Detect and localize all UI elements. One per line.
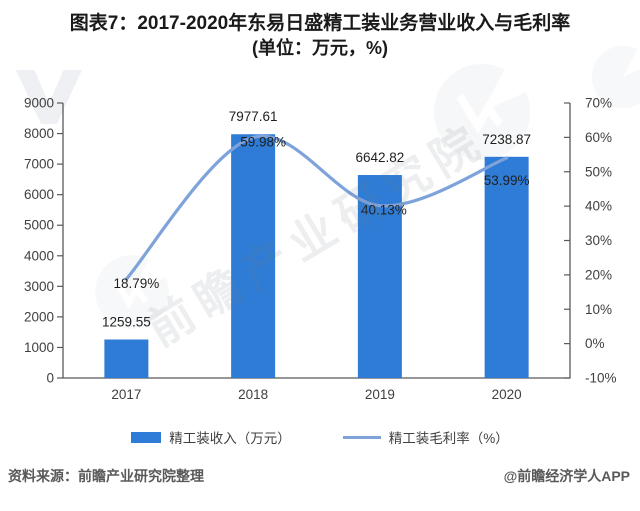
- right-axis-tick-label: 60%: [585, 130, 612, 145]
- margin-line: [124, 134, 509, 281]
- x-axis-label: 2017: [111, 387, 141, 402]
- margin-value-label: 53.99%: [484, 173, 530, 188]
- bar-value-label: 7238.87: [482, 132, 531, 147]
- right-axis-tick-label: 10%: [585, 302, 612, 317]
- right-axis-tick-label: 70%: [585, 96, 612, 111]
- bar-2019: [357, 175, 402, 378]
- x-axis-label: 2020: [492, 387, 522, 402]
- line-swatch-icon: [342, 435, 381, 439]
- right-axis-tick-label: 20%: [585, 267, 612, 282]
- right-axis-tick-label: 40%: [585, 199, 612, 214]
- right-axis-tick-label: 30%: [585, 233, 612, 248]
- left-axis-tick-label: 3000: [24, 279, 54, 294]
- left-axis-tick-label: 8000: [24, 126, 54, 141]
- chart-title: 图表7：2017-2020年东易日盛精工装业务营业收入与毛利率 (单位：万元，%…: [0, 12, 640, 60]
- left-axis-tick-label: 5000: [24, 218, 54, 233]
- x-axis-label: 2019: [365, 387, 395, 402]
- left-axis-tick-label: 6000: [24, 187, 54, 202]
- margin-value-label: 18.79%: [113, 276, 159, 291]
- bar-value-label: 1259.55: [102, 315, 151, 330]
- legend-margin-label: 精工装毛利率（%）: [388, 431, 509, 446]
- chart-legend: 精工装收入（万元） 精工装毛利率（%）: [0, 427, 640, 447]
- left-axis-tick-label: 0: [46, 371, 54, 386]
- bar-value-label: 6642.82: [355, 150, 404, 165]
- right-axis-tick-label: 50%: [585, 164, 612, 179]
- left-axis-tick-label: 4000: [24, 248, 54, 263]
- bar-2020: [484, 156, 529, 378]
- source-text: 资料来源：前瞻产业研究院整理: [8, 468, 204, 484]
- left-axis-tick-label: 7000: [24, 157, 54, 172]
- right-axis-tick-label: 0%: [585, 336, 605, 351]
- bar-swatch-icon: [131, 431, 162, 443]
- right-axis-tick-label: -10%: [585, 371, 617, 386]
- left-axis-tick-label: 2000: [24, 309, 54, 324]
- left-axis-tick-label: 9000: [24, 96, 54, 111]
- margin-value-label: 40.13%: [361, 203, 407, 218]
- legend-item-margin: 精工装毛利率（%）: [342, 427, 509, 447]
- chart-title-units: (单位：万元，%): [252, 37, 388, 58]
- margin-value-label: 59.98%: [240, 134, 286, 149]
- bar-value-label: 7977.61: [229, 109, 278, 124]
- chart-plot: 0 1000 2000 3000 4000 5000 6000 7000 8000 9000 -10…: [24, 96, 617, 403]
- legend-revenue-label: 精工装收入（万元）: [169, 431, 291, 446]
- credit-text: @前瞻经济学人APP: [503, 468, 630, 484]
- x-axis-label: 2018: [238, 387, 268, 402]
- chart-title-line1: 图表7：2017-2020年东易日盛精工装业务营业收入与毛利率: [69, 13, 571, 34]
- bar-2017: [104, 339, 149, 378]
- chart-footer: 资料来源：前瞻产业研究院整理 @前瞻经济学人APP: [0, 466, 640, 486]
- bar-2018: [231, 134, 276, 378]
- legend-item-revenue: 精工装收入（万元）: [131, 427, 291, 447]
- left-axis-tick-label: 1000: [24, 340, 54, 355]
